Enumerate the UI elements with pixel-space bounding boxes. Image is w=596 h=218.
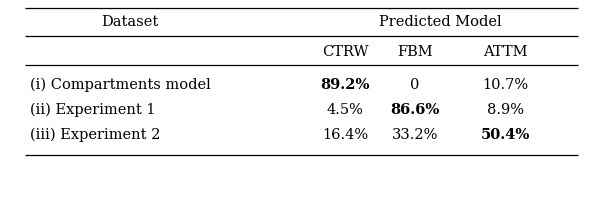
Text: Dataset: Dataset: [101, 15, 159, 29]
Text: 8.9%: 8.9%: [486, 103, 523, 117]
Text: 33.2%: 33.2%: [392, 128, 438, 142]
Text: ATTM: ATTM: [483, 45, 527, 59]
Text: 86.6%: 86.6%: [390, 103, 440, 117]
Text: CTRW: CTRW: [322, 45, 368, 59]
Text: 16.4%: 16.4%: [322, 128, 368, 142]
Text: Predicted Model: Predicted Model: [378, 15, 501, 29]
Text: 50.4%: 50.4%: [480, 128, 530, 142]
Text: (iii) Experiment 2: (iii) Experiment 2: [30, 128, 160, 142]
Text: 0: 0: [410, 78, 420, 92]
Text: (ii) Experiment 1: (ii) Experiment 1: [30, 103, 156, 117]
Text: (i) Compartments model: (i) Compartments model: [30, 78, 211, 92]
Text: 4.5%: 4.5%: [327, 103, 364, 117]
Text: 10.7%: 10.7%: [482, 78, 528, 92]
Text: 89.2%: 89.2%: [320, 78, 370, 92]
Text: FBM: FBM: [397, 45, 433, 59]
